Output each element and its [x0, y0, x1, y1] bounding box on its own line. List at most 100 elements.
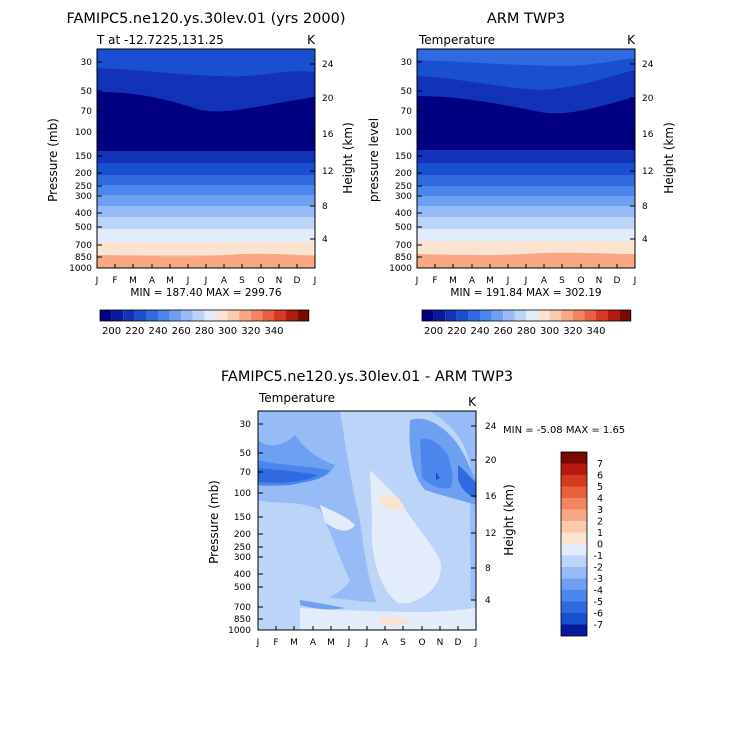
- height-axis-title: Height (km): [502, 484, 516, 555]
- month-tick-label: A: [469, 276, 476, 286]
- height-tick-label: 20: [322, 94, 334, 104]
- height-tick-label: 24: [642, 60, 654, 70]
- month-tick-label: N: [276, 276, 283, 286]
- month-tick-label: O: [577, 276, 584, 286]
- pressure-axis: 30 50 70 100 150 200 250 300 400 500 700…: [228, 420, 263, 636]
- pressure-tick-label: 50: [81, 87, 93, 97]
- colorbar-label: 1: [597, 528, 603, 539]
- height-tick-label: 4: [642, 235, 648, 245]
- month-tick-label: D: [294, 276, 301, 286]
- contour-field: [417, 49, 635, 268]
- height-tick-label: 12: [642, 167, 653, 177]
- panel-subtitle: Temperature: [258, 391, 335, 405]
- height-tick-label: 20: [485, 456, 497, 466]
- month-tick-label: N: [437, 638, 444, 648]
- month-axis: J F M A M J J A S O N D J: [95, 264, 316, 286]
- pressure-tick-label: 30: [240, 420, 252, 430]
- height-axis-title: Height (km): [341, 122, 355, 193]
- colorbar-label: 320: [241, 326, 260, 337]
- panel-subtitle: T at -12.7225,131.25: [96, 33, 224, 47]
- month-tick-label: D: [455, 638, 462, 648]
- height-tick-label: 16: [485, 492, 497, 502]
- month-tick-label: A: [541, 276, 548, 286]
- height-axis: 24 20 16 12 8 4: [471, 422, 497, 606]
- height-tick-label: 8: [322, 202, 328, 212]
- colorbar-label: 320: [563, 326, 582, 337]
- height-axis: 24 20 16 12 8 4: [310, 60, 334, 245]
- contour-field: [258, 411, 476, 630]
- pressure-tick-label: 200: [395, 169, 412, 179]
- pressure-tick-label: 500: [75, 223, 92, 233]
- height-tick-label: 12: [322, 167, 333, 177]
- height-tick-label: 24: [485, 422, 497, 432]
- colorbar-label: 220: [447, 326, 466, 337]
- month-tick-label: J: [524, 276, 528, 286]
- month-tick-label: A: [310, 638, 317, 648]
- colorbar-label: 5: [597, 482, 603, 493]
- pressure-ticks: [97, 61, 102, 258]
- month-tick-label: D: [614, 276, 621, 286]
- month-tick-label: F: [112, 276, 117, 286]
- month-tick-label: A: [149, 276, 156, 286]
- pressure-axis: 30 50 70 100 150 200 250 300 400 500 700…: [389, 58, 422, 274]
- pressure-ticks: [258, 423, 263, 620]
- colorbar-label: 340: [264, 326, 283, 337]
- pressure-axis: 30 50 70 100 150 200 250 300 400 500 700…: [69, 58, 102, 274]
- min-max-label: MIN = -5.08 MAX = 1.65: [503, 425, 625, 436]
- pressure-tick-label: 150: [75, 152, 92, 162]
- colorbar-label: 300: [218, 326, 237, 337]
- month-tick-label: M: [486, 276, 494, 286]
- month-tick-label: J: [347, 638, 351, 648]
- panel-subtitle: Temperature: [418, 33, 495, 47]
- month-axis: J F M A M J J A S O N D J: [415, 264, 637, 286]
- month-tick-label: O: [257, 276, 264, 286]
- height-tick-label: 16: [322, 130, 334, 140]
- colorbar: 7 6 5 4 3 2 1 0 -1 -2 -3 -4 -5 -6 -7: [560, 451, 603, 637]
- month-tick-label: M: [449, 276, 457, 286]
- pressure-tick-label: 700: [234, 603, 251, 613]
- pressure-tick-label: 400: [75, 209, 92, 219]
- month-tick-label: J: [633, 276, 637, 286]
- units-label: K: [307, 33, 316, 47]
- month-ticks: [434, 264, 618, 268]
- pressure-tick-label: 100: [75, 128, 92, 138]
- month-tick-label: M: [129, 276, 137, 286]
- units-label: K: [468, 395, 477, 409]
- panel-title: FAMIPC5.ne120.ys.30lev.01 - ARM TWP3: [221, 369, 513, 385]
- pressure-tick-label: 70: [240, 468, 252, 478]
- height-tick-label: 4: [322, 235, 328, 245]
- colorbar-label: 2: [597, 517, 603, 528]
- colorbar-label: 0: [597, 540, 603, 551]
- pressure-tick-label: 50: [401, 87, 413, 97]
- contour-field: [97, 49, 315, 268]
- height-tick-label: 12: [485, 529, 496, 539]
- height-axis-title: Height (km): [662, 122, 676, 193]
- panel-model: FAMIPC5.ne120.ys.30lev.01 (yrs 2000) T a…: [46, 11, 355, 337]
- colorbar-label: 300: [540, 326, 559, 337]
- pressure-tick-label: 500: [395, 223, 412, 233]
- month-tick-label: J: [365, 638, 369, 648]
- month-tick-label: J: [474, 638, 478, 648]
- month-tick-label: J: [256, 638, 260, 648]
- pressure-tick-label: 1000: [69, 264, 92, 274]
- colorbar: 200 220 240 260 280 300 320 340: [99, 309, 310, 337]
- units-label: K: [627, 33, 636, 47]
- month-tick-label: F: [273, 638, 278, 648]
- month-tick-label: S: [559, 276, 565, 286]
- month-tick-label: A: [382, 638, 389, 648]
- month-ticks: [114, 264, 298, 268]
- colorbar-label: -4: [594, 586, 603, 597]
- pressure-tick-label: 700: [75, 241, 92, 251]
- colorbar-label: 200: [424, 326, 443, 337]
- pressure-tick-label: 300: [234, 553, 251, 563]
- colorbar-label: 240: [148, 326, 167, 337]
- month-tick-label: J: [186, 276, 190, 286]
- pressure-axis-title: Pressure (mb): [46, 118, 60, 202]
- colorbar-label: 4: [597, 494, 603, 505]
- colorbar-label: -3: [594, 574, 603, 585]
- colorbar-label: -1: [594, 551, 603, 562]
- colorbar-label: 260: [172, 326, 191, 337]
- height-tick-label: 20: [642, 94, 654, 104]
- colorbar-label: 240: [470, 326, 489, 337]
